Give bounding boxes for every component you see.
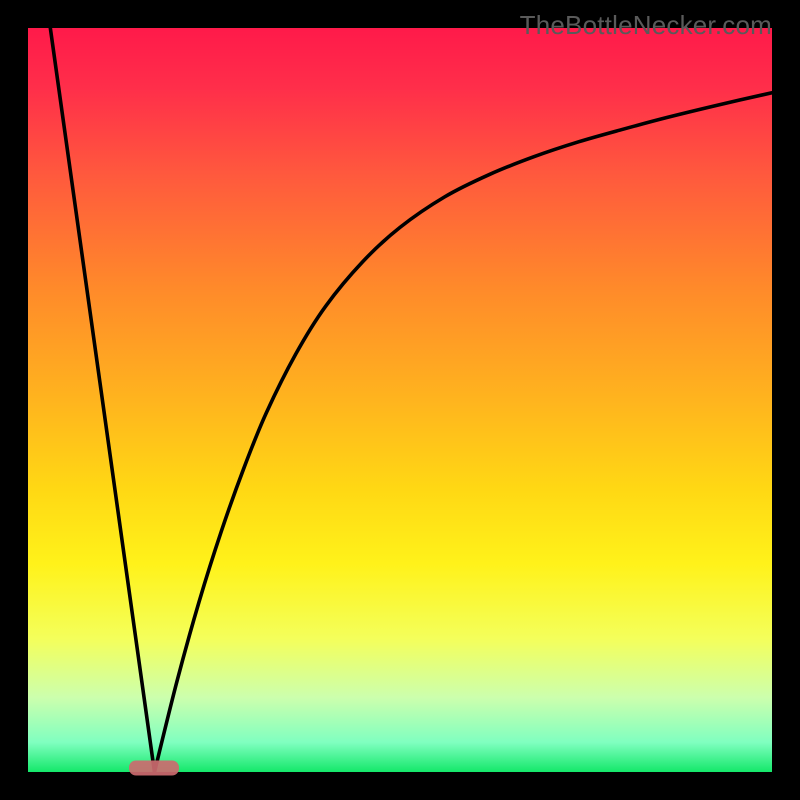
optimal-point-pill — [129, 761, 179, 776]
chart-frame: { "canvas": { "width": 800, "height": 80… — [0, 0, 800, 800]
right-curve — [154, 93, 772, 772]
curves-layer — [0, 0, 800, 800]
left-line — [50, 28, 154, 772]
